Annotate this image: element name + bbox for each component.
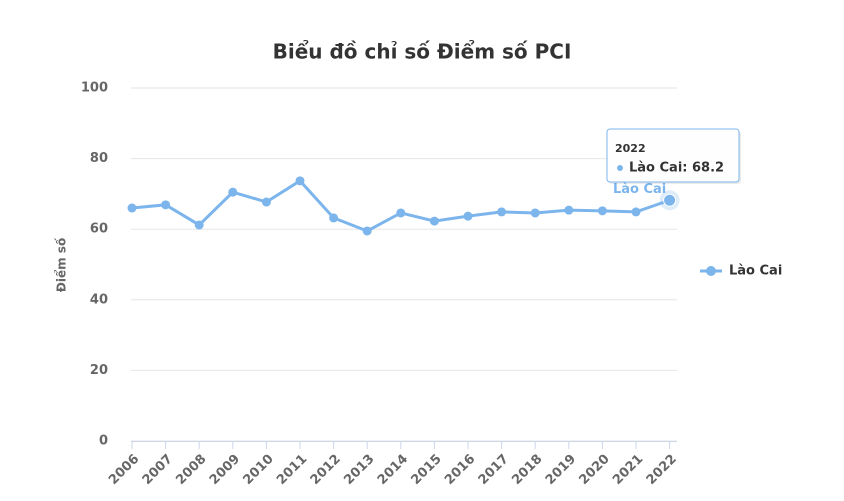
legend-marker <box>706 266 716 276</box>
point <box>228 187 238 197</box>
y-axis-title: Điểm số <box>54 237 69 292</box>
point <box>463 211 473 221</box>
legend-label: Lào Cai <box>729 264 782 279</box>
point <box>663 193 677 207</box>
x-tick-label: 2010 <box>241 452 277 488</box>
y-tick-label: 100 <box>81 81 108 96</box>
y-tick-label: 60 <box>90 222 108 237</box>
point <box>497 207 507 217</box>
x-tick-label: 2009 <box>207 452 243 488</box>
tooltip-header: 2022 <box>615 142 646 155</box>
x-tick-label: 2011 <box>274 452 310 488</box>
point <box>396 208 406 218</box>
point <box>194 220 204 230</box>
x-tick-label: 2018 <box>509 452 545 488</box>
x-tick-label: 2014 <box>375 452 411 488</box>
x-tick-label: 2007 <box>140 452 176 488</box>
x-tick-label: 2006 <box>106 452 142 488</box>
x-tick-label: 2015 <box>409 452 445 488</box>
y-tick-label: 40 <box>90 292 108 307</box>
y-tick-label: 80 <box>90 151 108 166</box>
point <box>564 205 574 215</box>
y-tick-label: 20 <box>90 363 108 378</box>
tooltip-text: Lào Cai: 68.2 <box>629 161 724 176</box>
point <box>329 213 339 223</box>
point <box>161 200 171 210</box>
data-label: Lào Cai <box>613 182 666 197</box>
point <box>261 197 271 207</box>
series-line <box>131 178 671 233</box>
point <box>295 176 305 186</box>
point <box>631 207 641 217</box>
x-tick-label: 2008 <box>173 452 209 488</box>
point <box>597 206 607 216</box>
x-tick-label: 2013 <box>341 452 377 488</box>
tooltip-marker <box>617 165 623 171</box>
x-tick-label: 2022 <box>644 452 680 488</box>
x-tick-label: 2016 <box>442 452 478 488</box>
point <box>127 203 137 213</box>
x-tick-label: 2017 <box>476 452 512 488</box>
y-tick-label: 0 <box>99 434 108 449</box>
chart-title: Biểu đồ chỉ số Điểm số PCI <box>273 40 572 64</box>
x-tick-label: 2019 <box>543 452 579 488</box>
point <box>362 226 372 236</box>
tooltip-box <box>606 128 740 183</box>
x-tick-label: 2012 <box>308 452 344 488</box>
point <box>530 208 540 218</box>
point <box>429 216 439 226</box>
x-tick-label: 2020 <box>577 452 613 488</box>
x-tick-label: 2021 <box>610 452 646 488</box>
